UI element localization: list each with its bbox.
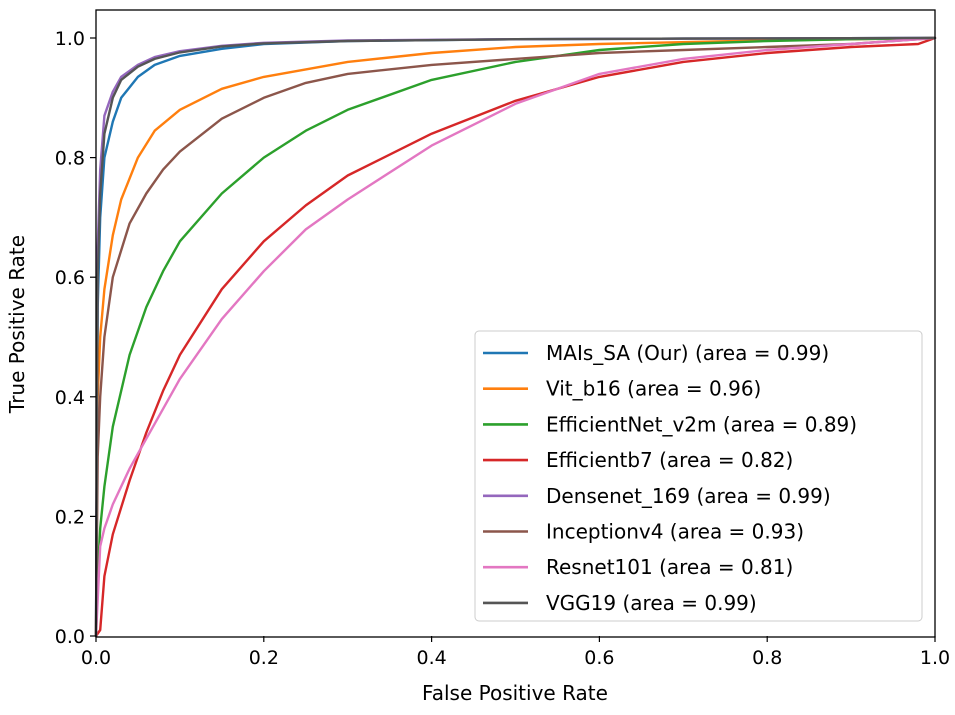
legend: MAIs_SA (Our) (area = 0.99) Vit_b16 (area…	[474, 330, 923, 622]
series-line-resnet101	[94, 36, 937, 638]
series-line-efficientnet-v2m	[94, 36, 937, 638]
x-tick-label: 0.2	[249, 647, 279, 669]
series-line-efficientb7	[94, 36, 937, 638]
x-tick-label: 0.8	[752, 647, 782, 669]
x-tick-label: 0.4	[416, 647, 446, 669]
legend-label: Efficientb7 (area = 0.82)	[546, 448, 793, 472]
y-axis-title: True Positive Rate	[5, 235, 29, 414]
legend-label: VGG19 (area = 0.99)	[546, 591, 757, 615]
plot-frame	[95, 9, 936, 638]
y-tick-label: 0.4	[55, 387, 85, 409]
ticks-layer: 0.0 0.2 0.4 0.6 0.8 1.0 0.0 0.2 0.4 0.6 0.8 1.0	[55, 28, 950, 669]
legend-frame	[474, 330, 923, 622]
y-tick-label: 1.0	[55, 28, 85, 50]
legend-label: Resnet101 (area = 0.81)	[546, 555, 793, 579]
y-tick-label: 0.8	[55, 148, 85, 170]
series-line-vgg19	[94, 36, 937, 638]
x-tick-label: 1.0	[920, 647, 950, 669]
legend-label: Vit_b16 (area = 0.96)	[546, 377, 761, 401]
legend-label: Densenet_169 (area = 0.99)	[546, 484, 831, 508]
series-line-vit-b16	[94, 36, 937, 638]
x-axis-title: False Positive Rate	[422, 681, 608, 705]
y-tick-label: 0.2	[55, 506, 85, 528]
legend-label: EfficientNet_v2m (area = 0.89)	[546, 412, 857, 436]
y-tick-label: 0.0	[55, 626, 85, 648]
x-tick-label: 0.0	[81, 647, 111, 669]
series-layer	[94, 36, 937, 638]
legend-label: Inceptionv4 (area = 0.93)	[546, 520, 804, 544]
x-tick-label: 0.6	[584, 647, 614, 669]
y-tick-label: 0.6	[55, 267, 85, 289]
legend-label: MAIs_SA (Our) (area = 0.99)	[546, 341, 829, 365]
series-line-inceptionv4	[94, 36, 937, 638]
